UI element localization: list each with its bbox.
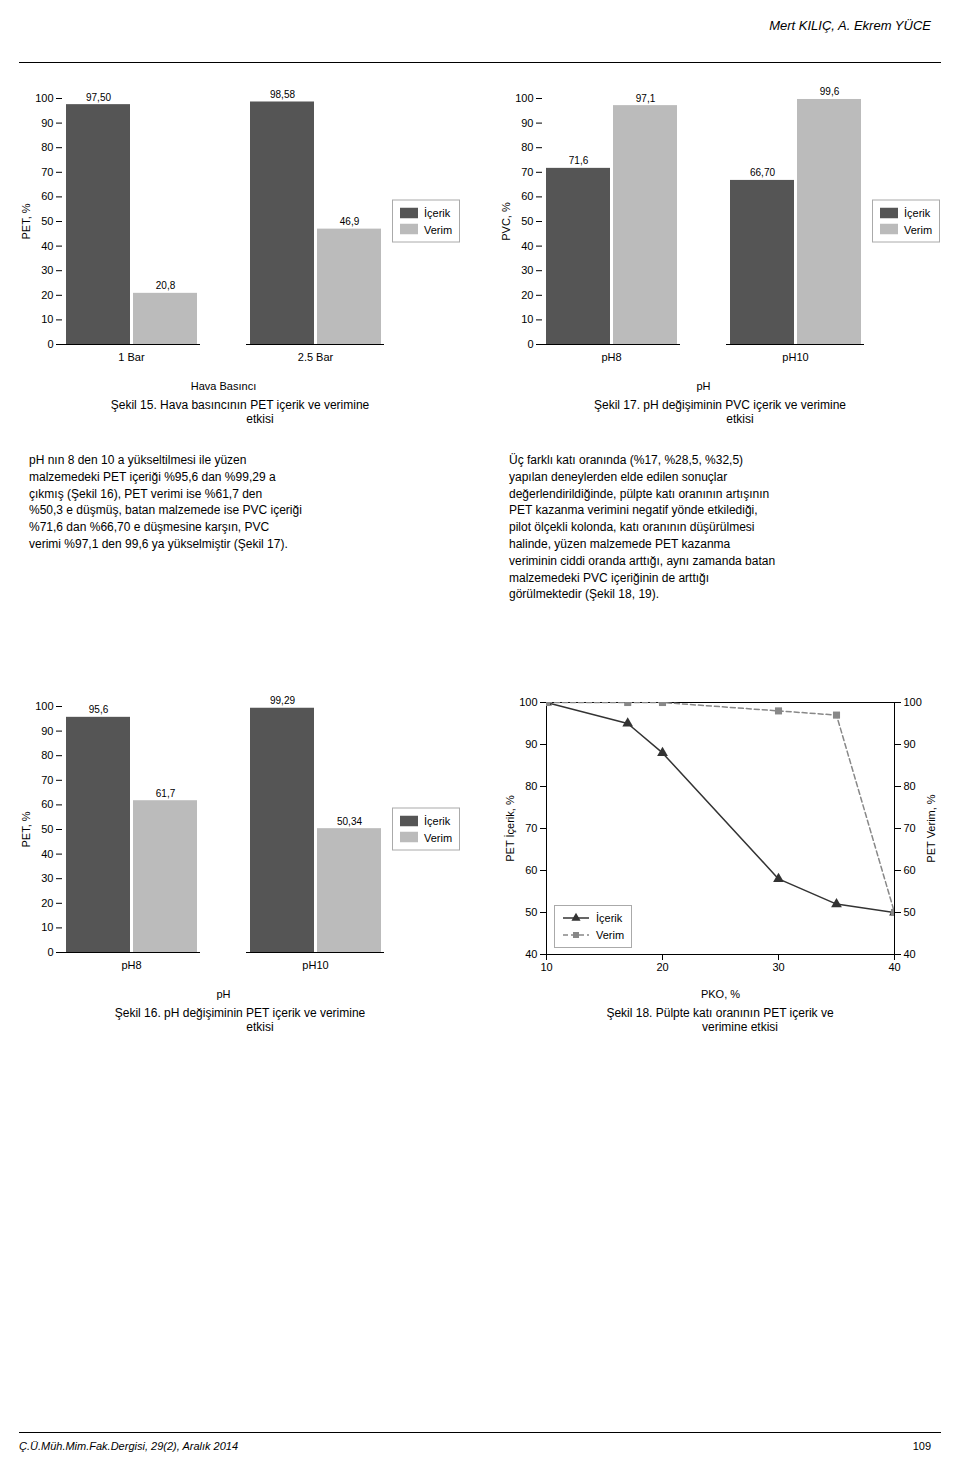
html-text:İçerik: İçerik [596, 912, 623, 924]
svg-text:100: 100 [35, 700, 53, 712]
svg-text:50: 50 [525, 906, 537, 918]
svg-text:50: 50 [904, 906, 916, 918]
svg-text:60: 60 [521, 190, 533, 202]
svg-text:99,6: 99,6 [820, 86, 840, 97]
svg-text:60: 60 [525, 864, 537, 876]
html-text:Üç farklı katı oranında (%17,: Üç farklı katı oranında (%17, %28,5, %32… [509, 453, 776, 602]
svg-text:80: 80 [525, 780, 537, 792]
svg-text:90: 90 [41, 725, 53, 737]
svg-text:PET, %: PET, % [20, 203, 32, 239]
svg-text:pH8: pH8 [601, 351, 621, 363]
html-text:İçerik: İçerik [904, 206, 931, 219]
svg-text:40: 40 [904, 948, 916, 960]
svg-text:pH: pH [216, 988, 230, 1000]
svg-text:PET Verim, %: PET Verim, % [925, 794, 937, 862]
svg-text:PET İçerik, %: PET İçerik, % [504, 795, 516, 862]
svg-text:97,50: 97,50 [86, 92, 111, 103]
html-text:Verim: Verim [424, 223, 453, 235]
html-text:Şekil 16. pH değişiminin PET i: Şekil 16. pH değişiminin PET içerik ve v… [114, 1006, 366, 1034]
html-text:İçerik: İçerik [424, 206, 451, 219]
svg-text:50: 50 [521, 215, 533, 227]
html-text:Ç.Ü.Müh.Mim.Fak.Dergisi, 29(2): Ç.Ü.Müh.Mim.Fak.Dergisi, 29(2), Aralık 2… [19, 1440, 238, 1452]
html-text:Verim: Verim [424, 831, 453, 843]
svg-text:90: 90 [521, 117, 533, 129]
svg-text:20: 20 [521, 289, 533, 301]
svg-text:50: 50 [41, 823, 53, 835]
svg-text:30: 30 [772, 961, 784, 973]
svg-text:Hava Basıncı: Hava Basıncı [191, 380, 256, 392]
svg-text:0: 0 [47, 946, 53, 958]
svg-text:30: 30 [41, 872, 53, 884]
html-text:Verim: Verim [596, 928, 625, 941]
svg-text:70: 70 [521, 166, 533, 178]
svg-text:10: 10 [41, 313, 53, 325]
html-text:Şekil 18. Pülpte katı oranının: Şekil 18. Pülpte katı oranının PET içeri… [606, 1006, 834, 1034]
svg-text:PET, %: PET, % [20, 811, 32, 847]
svg-text:90: 90 [525, 738, 537, 750]
svg-text:20,8: 20,8 [156, 280, 176, 291]
svg-text:50: 50 [41, 215, 53, 227]
svg-text:40: 40 [41, 848, 53, 860]
svg-text:80: 80 [904, 780, 916, 792]
svg-text:46,9: 46,9 [340, 216, 360, 227]
svg-text:70: 70 [525, 822, 537, 834]
html-text:109: 109 [912, 1440, 931, 1452]
svg-text:pH8: pH8 [121, 959, 141, 971]
svg-text:20: 20 [656, 961, 668, 973]
svg-text:70: 70 [904, 822, 916, 834]
svg-text:0: 0 [527, 338, 533, 350]
svg-text:PKO, %: PKO, % [701, 988, 740, 1000]
svg-text:98,58: 98,58 [270, 89, 295, 100]
svg-text:100: 100 [515, 92, 533, 104]
svg-text:PVC, %: PVC, % [500, 202, 512, 241]
svg-text:60: 60 [41, 798, 53, 810]
svg-text:40: 40 [521, 240, 533, 252]
svg-text:10: 10 [540, 961, 552, 973]
svg-text:pH: pH [696, 380, 710, 392]
svg-text:100: 100 [519, 696, 537, 708]
svg-text:95,6: 95,6 [89, 704, 109, 715]
svg-text:70: 70 [41, 166, 53, 178]
svg-text:66,70: 66,70 [750, 167, 775, 178]
svg-text:pH10: pH10 [302, 959, 328, 971]
svg-text:pH10: pH10 [782, 351, 808, 363]
svg-text:70: 70 [41, 774, 53, 786]
svg-text:0: 0 [47, 338, 53, 350]
svg-text:90: 90 [41, 117, 53, 129]
svg-text:20: 20 [41, 289, 53, 301]
svg-text:40: 40 [41, 240, 53, 252]
svg-text:71,6: 71,6 [569, 155, 589, 166]
svg-text:30: 30 [41, 264, 53, 276]
svg-text:30: 30 [521, 264, 533, 276]
html-text:Şekil 17. pH değişiminin PVC i: Şekil 17. pH değişiminin PVC içerik ve v… [594, 398, 846, 426]
svg-text:40: 40 [525, 948, 537, 960]
svg-text:97,1: 97,1 [636, 93, 656, 104]
svg-text:2.5 Bar: 2.5 Bar [298, 351, 334, 363]
svg-text:61,7: 61,7 [156, 788, 176, 799]
svg-text:99,29: 99,29 [270, 695, 295, 706]
html-text:Şekil 15. Hava basıncının PET: Şekil 15. Hava basıncının PET içerik ve … [110, 398, 370, 426]
svg-text:100: 100 [35, 92, 53, 104]
html-text:Verim: Verim [904, 223, 933, 235]
html-text:pH nın 8 den 10 a yükseltilmes: pH nın 8 den 10 a yükseltilmesi ile yüze… [29, 453, 302, 551]
svg-text:60: 60 [41, 190, 53, 202]
svg-text:1 Bar: 1 Bar [118, 351, 145, 363]
svg-text:80: 80 [41, 749, 53, 761]
html-text:İçerik: İçerik [424, 814, 451, 827]
svg-text:80: 80 [521, 141, 533, 153]
svg-text:100: 100 [904, 696, 922, 708]
svg-text:60: 60 [904, 864, 916, 876]
svg-text:90: 90 [904, 738, 916, 750]
svg-text:40: 40 [888, 961, 900, 973]
svg-text:50,34: 50,34 [337, 816, 362, 827]
svg-text:80: 80 [41, 141, 53, 153]
svg-text:20: 20 [41, 897, 53, 909]
html-text:Mert KILIÇ, A. Ekrem YÜCE: Mert KILIÇ, A. Ekrem YÜCE [769, 18, 931, 33]
svg-text:10: 10 [521, 313, 533, 325]
svg-text:10: 10 [41, 921, 53, 933]
